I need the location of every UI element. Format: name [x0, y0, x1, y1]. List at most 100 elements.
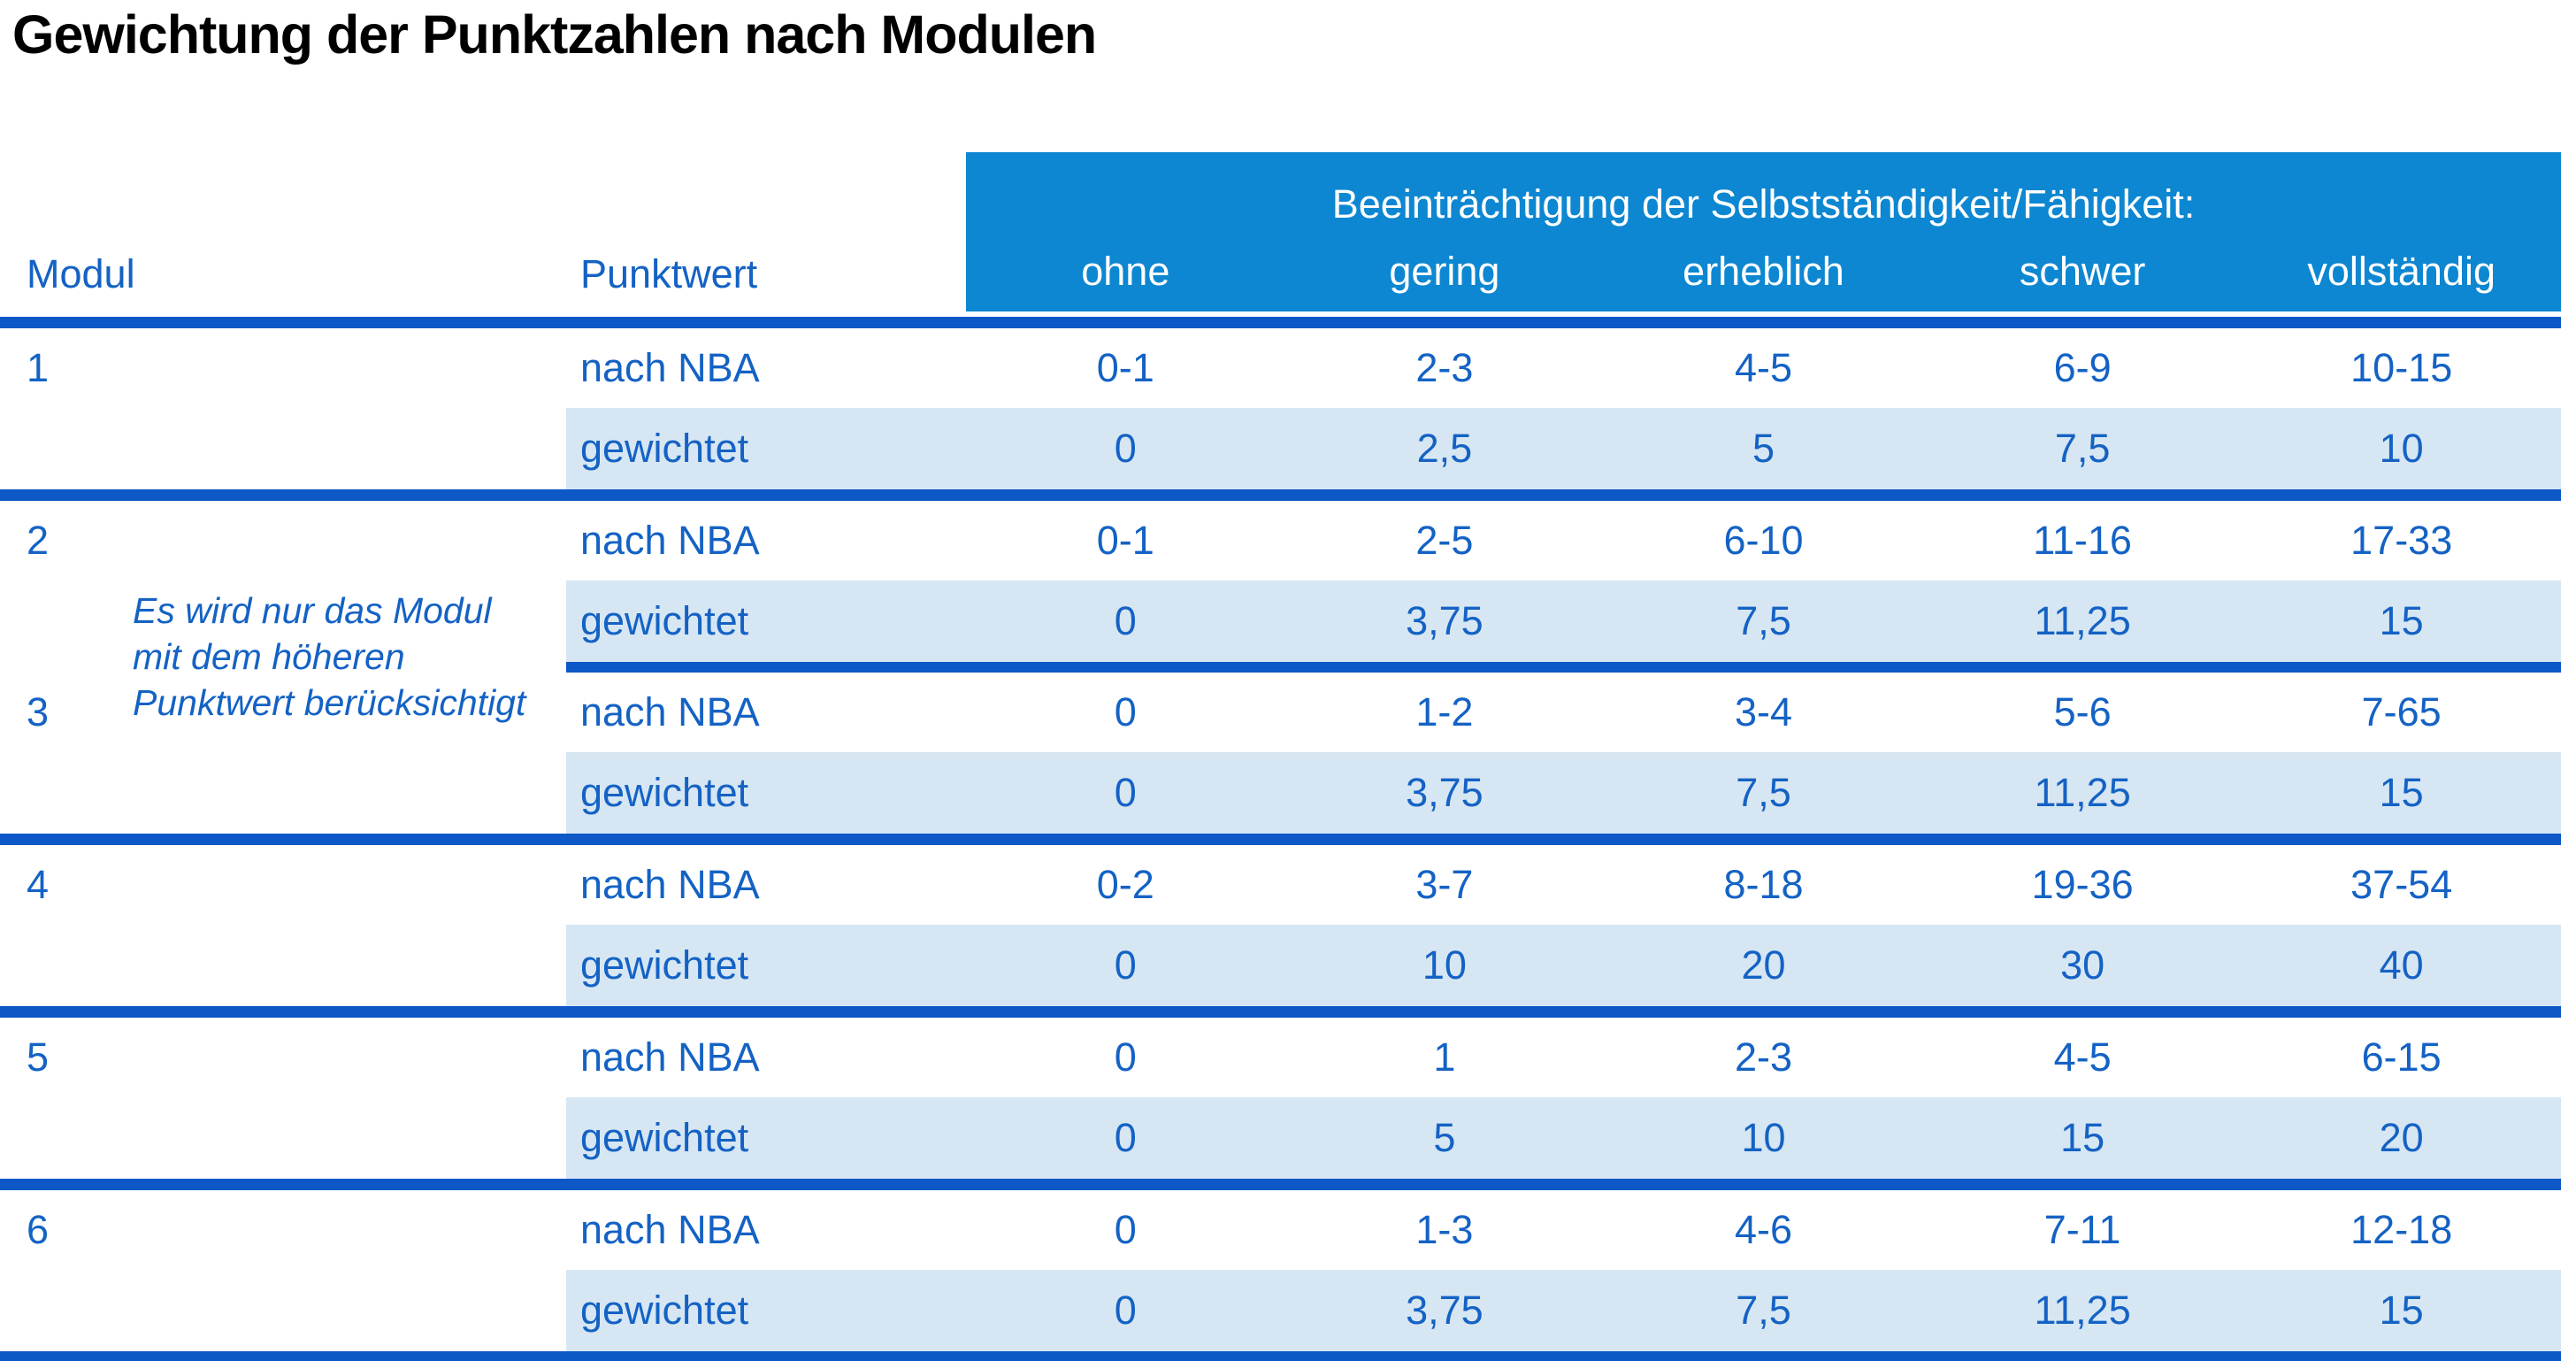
value-cell: 15 [2379, 598, 2424, 643]
value-cell: 0-1 [1096, 518, 1154, 563]
table-row: 4 nach NBA 0-2 3-7 8-18 19-36 37-54 [0, 845, 2561, 925]
value-cell: 3-7 [1415, 862, 1474, 907]
value-cell: 4-6 [1734, 1207, 1792, 1252]
row-label: gewichtet [580, 426, 749, 471]
row-label: nach NBA [580, 862, 760, 907]
row-label: gewichtet [580, 1115, 749, 1160]
value-cell: 7,5 [1736, 1288, 1791, 1333]
value-cell: 1 [1433, 1034, 1456, 1080]
value-cell: 6-9 [2053, 345, 2112, 390]
row-label: gewichtet [580, 598, 749, 643]
value-cell: 0-1 [1096, 345, 1154, 390]
module-note-line: Es wird nur das Modul [133, 590, 492, 631]
module-note: Es wird nur das Modul mit dem höheren Pu… [133, 588, 525, 726]
value-cell: 0 [1114, 1034, 1137, 1080]
table-row: 2 nach NBA 0-1 2-5 6-10 11-16 17-33 [0, 501, 2561, 581]
module-number: 1 [27, 345, 50, 390]
table-row: gewichtet 0 3,75 7,5 11,25 15 [566, 752, 2561, 834]
value-cell: 5 [1433, 1115, 1456, 1160]
value-cell: 3,75 [1406, 598, 1484, 643]
value-cell: 4-5 [1734, 345, 1792, 390]
value-cell: 19-36 [2031, 862, 2134, 907]
value-cell: 3,75 [1406, 770, 1484, 815]
punktwert-column-header: Punktwert [580, 251, 758, 296]
value-cell: 11,25 [2034, 598, 2131, 643]
table-row: gewichtet 0 5 10 15 20 [566, 1097, 2561, 1179]
value-cell: 40 [2379, 942, 2424, 988]
modul-column-header: Modul [27, 251, 135, 296]
value-cell: 1-2 [1415, 689, 1474, 734]
severity-header-row: ohne gering erheblich schwer vollständig [966, 241, 2561, 311]
module-number: 4 [27, 862, 50, 907]
severity-header-vollstaendig: vollständig [2307, 249, 2496, 294]
separator-bar [0, 1351, 2561, 1361]
value-cell: 12-18 [2350, 1207, 2453, 1252]
value-cell: 10-15 [2350, 345, 2453, 390]
value-cell: 2-3 [1415, 345, 1474, 390]
value-cell: 7,5 [1736, 598, 1791, 643]
value-cell: 1-3 [1415, 1207, 1474, 1252]
value-cell: 15 [2060, 1115, 2105, 1160]
value-cell: 11,25 [2034, 1288, 2131, 1333]
impairment-header-band: Beeinträchtigung der Selbstständigkeit/F… [966, 152, 2561, 311]
severity-header-schwer: schwer [2019, 249, 2146, 294]
separator-bar [0, 317, 2561, 328]
severity-header-erheblich: erheblich [1683, 249, 1844, 294]
value-cell: 6-15 [2361, 1034, 2442, 1080]
row-label: gewichtet [580, 942, 749, 988]
value-cell: 3-4 [1734, 689, 1792, 734]
row-label: nach NBA [580, 345, 760, 390]
separator-bar [0, 1179, 2561, 1190]
value-cell: 2-3 [1734, 1034, 1792, 1080]
table-row: gewichtet 0 2,5 5 7,5 10 [566, 408, 2561, 489]
row-label: nach NBA [580, 1034, 760, 1080]
value-cell: 0 [1114, 942, 1137, 988]
impairment-header-label: Beeinträchtigung der Selbstständigkeit/F… [1331, 181, 2196, 227]
page-title: Gewichtung der Punktzahlen nach Modulen [12, 4, 1097, 65]
value-cell: 2,5 [1416, 426, 1473, 471]
value-cell: 0 [1114, 598, 1137, 643]
table-row: gewichtet 0 3,75 7,5 11,25 15 [566, 1270, 2561, 1351]
separator-bar [0, 489, 2561, 501]
module-number: 2 [27, 518, 50, 563]
module-note-line: Punktwert berücksichtigt [133, 682, 526, 723]
row-label: nach NBA [580, 518, 760, 563]
row-label: gewichtet [580, 770, 749, 815]
value-cell: 0 [1114, 689, 1137, 734]
value-cell: 37-54 [2350, 862, 2453, 907]
value-cell: 11-16 [2033, 518, 2132, 563]
value-cell: 2-5 [1415, 518, 1474, 563]
value-cell: 15 [2379, 1288, 2424, 1333]
module-number: 3 [27, 689, 50, 734]
value-cell: 0 [1114, 1288, 1137, 1333]
value-cell: 10 [2379, 426, 2424, 471]
table-row: 5 nach NBA 0 1 2-3 4-5 6-15 [0, 1018, 2561, 1097]
value-cell: 0 [1114, 1207, 1137, 1252]
table-row: 6 nach NBA 0 1-3 4-6 7-11 12-18 [0, 1190, 2561, 1270]
value-cell: 30 [2060, 942, 2105, 988]
value-cell: 0-2 [1096, 862, 1154, 907]
value-cell: 0 [1114, 426, 1137, 471]
value-cell: 17-33 [2350, 518, 2453, 563]
value-cell: 10 [1422, 942, 1467, 988]
table-row: 1 nach NBA 0-1 2-3 4-5 6-9 10-15 [0, 328, 2561, 408]
separator-bar [566, 662, 2561, 673]
value-cell: 11,25 [2034, 770, 2131, 815]
value-cell: 5 [1752, 426, 1775, 471]
value-cell: 20 [2379, 1115, 2424, 1160]
value-cell: 0 [1114, 1115, 1137, 1160]
value-cell: 4-5 [2053, 1034, 2112, 1080]
value-cell: 10 [1741, 1115, 1786, 1160]
value-cell: 5-6 [2053, 689, 2112, 734]
value-cell: 3,75 [1406, 1288, 1484, 1333]
table-row: gewichtet 0 10 20 30 40 [566, 925, 2561, 1006]
value-cell: 7-11 [2043, 1207, 2121, 1252]
table-row: gewichtet 0 3,75 7,5 11,25 15 [566, 581, 2561, 662]
value-cell: 20 [1741, 942, 1786, 988]
value-cell: 8-18 [1723, 862, 1804, 907]
row-label: nach NBA [580, 1207, 760, 1252]
value-cell: 7,5 [1736, 770, 1791, 815]
value-cell: 0 [1114, 770, 1137, 815]
value-cell: 15 [2379, 770, 2424, 815]
